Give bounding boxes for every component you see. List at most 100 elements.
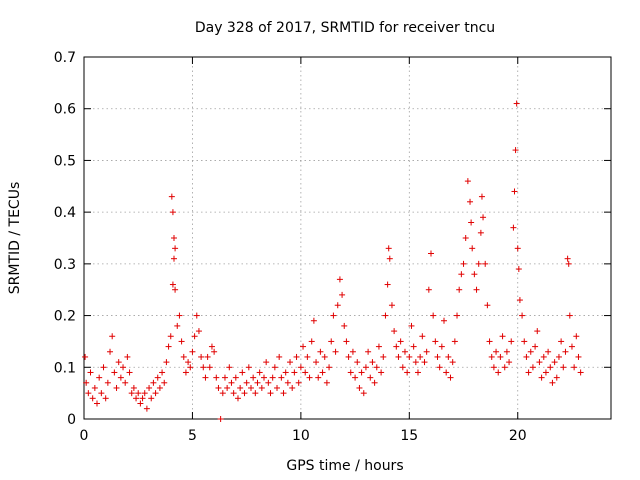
y-tick-label: 0.3 (54, 257, 76, 273)
data-point (187, 364, 194, 371)
data-point (243, 379, 250, 386)
data-point (369, 359, 376, 366)
data-point (538, 374, 545, 381)
data-point (211, 348, 218, 355)
data-point (185, 359, 192, 366)
data-point (228, 379, 235, 386)
data-point (269, 374, 276, 381)
data-point (310, 317, 317, 324)
data-point (536, 359, 543, 366)
data-point (441, 317, 448, 324)
data-point (169, 281, 176, 288)
data-point (85, 390, 92, 397)
data-point (208, 343, 215, 350)
data-point (89, 395, 96, 402)
data-point (122, 379, 129, 386)
data-point (163, 359, 170, 366)
data-point (573, 333, 580, 340)
data-point (482, 260, 489, 267)
data-point (454, 312, 461, 319)
data-point (382, 312, 389, 319)
data-point (560, 364, 567, 371)
data-point (513, 100, 520, 107)
data-point (239, 369, 246, 376)
data-point (234, 395, 241, 402)
data-point (332, 348, 339, 355)
data-point (360, 390, 367, 397)
data-point (399, 364, 406, 371)
data-point (362, 364, 369, 371)
data-point (469, 245, 476, 252)
data-point (237, 384, 244, 391)
data-point (217, 416, 224, 422)
data-point (419, 333, 426, 340)
data-point (458, 271, 465, 278)
data-point (356, 384, 363, 391)
data-point (425, 286, 432, 293)
data-point (139, 395, 146, 402)
data-point (493, 348, 500, 355)
x-axis-label: GPS time / hours (286, 458, 403, 474)
data-point (321, 353, 328, 360)
data-point (315, 374, 322, 381)
x-tick-label: 15 (400, 428, 418, 444)
data-point (182, 369, 189, 376)
data-point (436, 364, 443, 371)
data-point (468, 219, 475, 226)
data-point (516, 297, 523, 304)
data-point (313, 359, 320, 366)
data-point (263, 359, 270, 366)
data-point (547, 364, 554, 371)
data-point (345, 353, 352, 360)
data-point (306, 374, 313, 381)
data-point (358, 369, 365, 376)
data-point (384, 281, 391, 288)
data-point (343, 338, 350, 345)
data-point (168, 193, 175, 200)
data-point (456, 286, 463, 293)
data-point (146, 384, 153, 391)
data-point (506, 359, 513, 366)
data-point (87, 369, 94, 376)
data-point (388, 302, 395, 309)
y-tick-label: 0.5 (54, 153, 76, 169)
data-point (512, 147, 519, 154)
data-point (464, 178, 471, 185)
y-tick-label: 0.2 (54, 309, 76, 325)
data-point (191, 333, 198, 340)
data-point (430, 312, 437, 319)
data-point (336, 276, 343, 283)
data-point (282, 369, 289, 376)
data-point (120, 364, 127, 371)
data-point (371, 379, 378, 386)
data-point (154, 374, 161, 381)
data-point (568, 343, 575, 350)
data-point (451, 338, 458, 345)
data-point (571, 364, 578, 371)
data-point (111, 369, 118, 376)
data-point (401, 348, 408, 355)
data-point (102, 395, 109, 402)
data-point (180, 353, 187, 360)
data-point (258, 384, 265, 391)
data-point (443, 369, 450, 376)
data-point (532, 343, 539, 350)
data-point (100, 364, 107, 371)
data-point (169, 209, 176, 216)
data-point (150, 379, 157, 386)
data-point (395, 353, 402, 360)
data-point (250, 374, 257, 381)
data-point (367, 374, 374, 381)
data-point (295, 379, 302, 386)
data-point (202, 374, 209, 381)
data-point (287, 359, 294, 366)
x-tick-label: 10 (292, 428, 310, 444)
data-point (174, 322, 181, 329)
data-point (161, 379, 168, 386)
data-point (291, 369, 298, 376)
data-point (319, 369, 326, 376)
data-point (445, 353, 452, 360)
data-point (484, 302, 491, 309)
data-point (391, 328, 398, 335)
